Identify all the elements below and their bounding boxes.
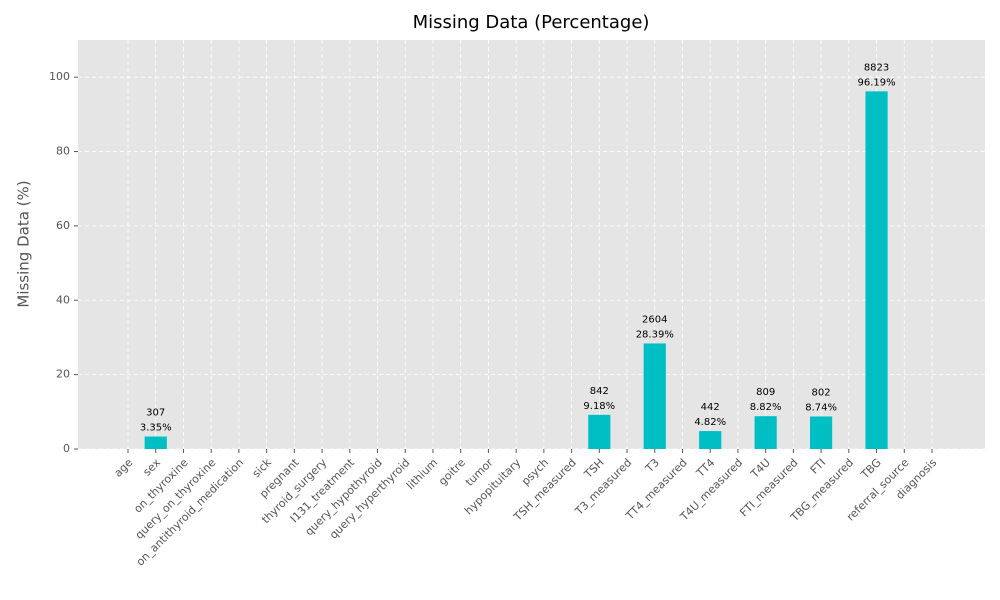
count-label: 2604 (642, 314, 667, 325)
chart-title: Missing Data (Percentage) (413, 12, 650, 33)
count-label: 842 (590, 386, 609, 397)
bar (144, 436, 167, 449)
x-tick-label: goitre (436, 456, 468, 488)
value-label: 3.35% (140, 423, 172, 434)
count-label: 442 (701, 402, 720, 413)
value-label: 8.74% (805, 403, 837, 414)
count-label: 802 (812, 388, 831, 399)
bar (754, 416, 777, 449)
count-label: 8823 (864, 62, 889, 73)
value-label: 96.19% (857, 77, 895, 88)
bar (643, 343, 666, 449)
bar (588, 414, 611, 449)
value-label: 9.18% (583, 401, 615, 412)
value-label: 8.82% (750, 402, 782, 413)
x-tick-label: sex (140, 456, 163, 479)
x-tick-label: T3 (642, 456, 662, 476)
bar (699, 431, 722, 449)
x-tick-label: age (112, 456, 136, 480)
value-label: 4.82% (694, 417, 726, 428)
y-tick-label: 20 (56, 368, 70, 381)
y-axis-label: Missing Data (%) (15, 180, 33, 307)
bar (810, 416, 833, 449)
y-tick-label: 80 (56, 145, 70, 158)
count-label: 809 (756, 387, 775, 398)
value-label: 28.39% (636, 329, 674, 340)
y-tick-label: 0 (63, 442, 70, 455)
x-tick-label: FTI (808, 456, 829, 477)
y-tick-label: 40 (56, 293, 70, 306)
x-tick-label: lithium (404, 456, 440, 492)
y-tick-label: 100 (49, 70, 70, 83)
y-tick-label: 60 (56, 219, 70, 232)
count-label: 307 (146, 408, 165, 419)
bar (865, 91, 888, 450)
x-tick-label: TT4 (693, 456, 717, 480)
plot-background (78, 40, 985, 449)
